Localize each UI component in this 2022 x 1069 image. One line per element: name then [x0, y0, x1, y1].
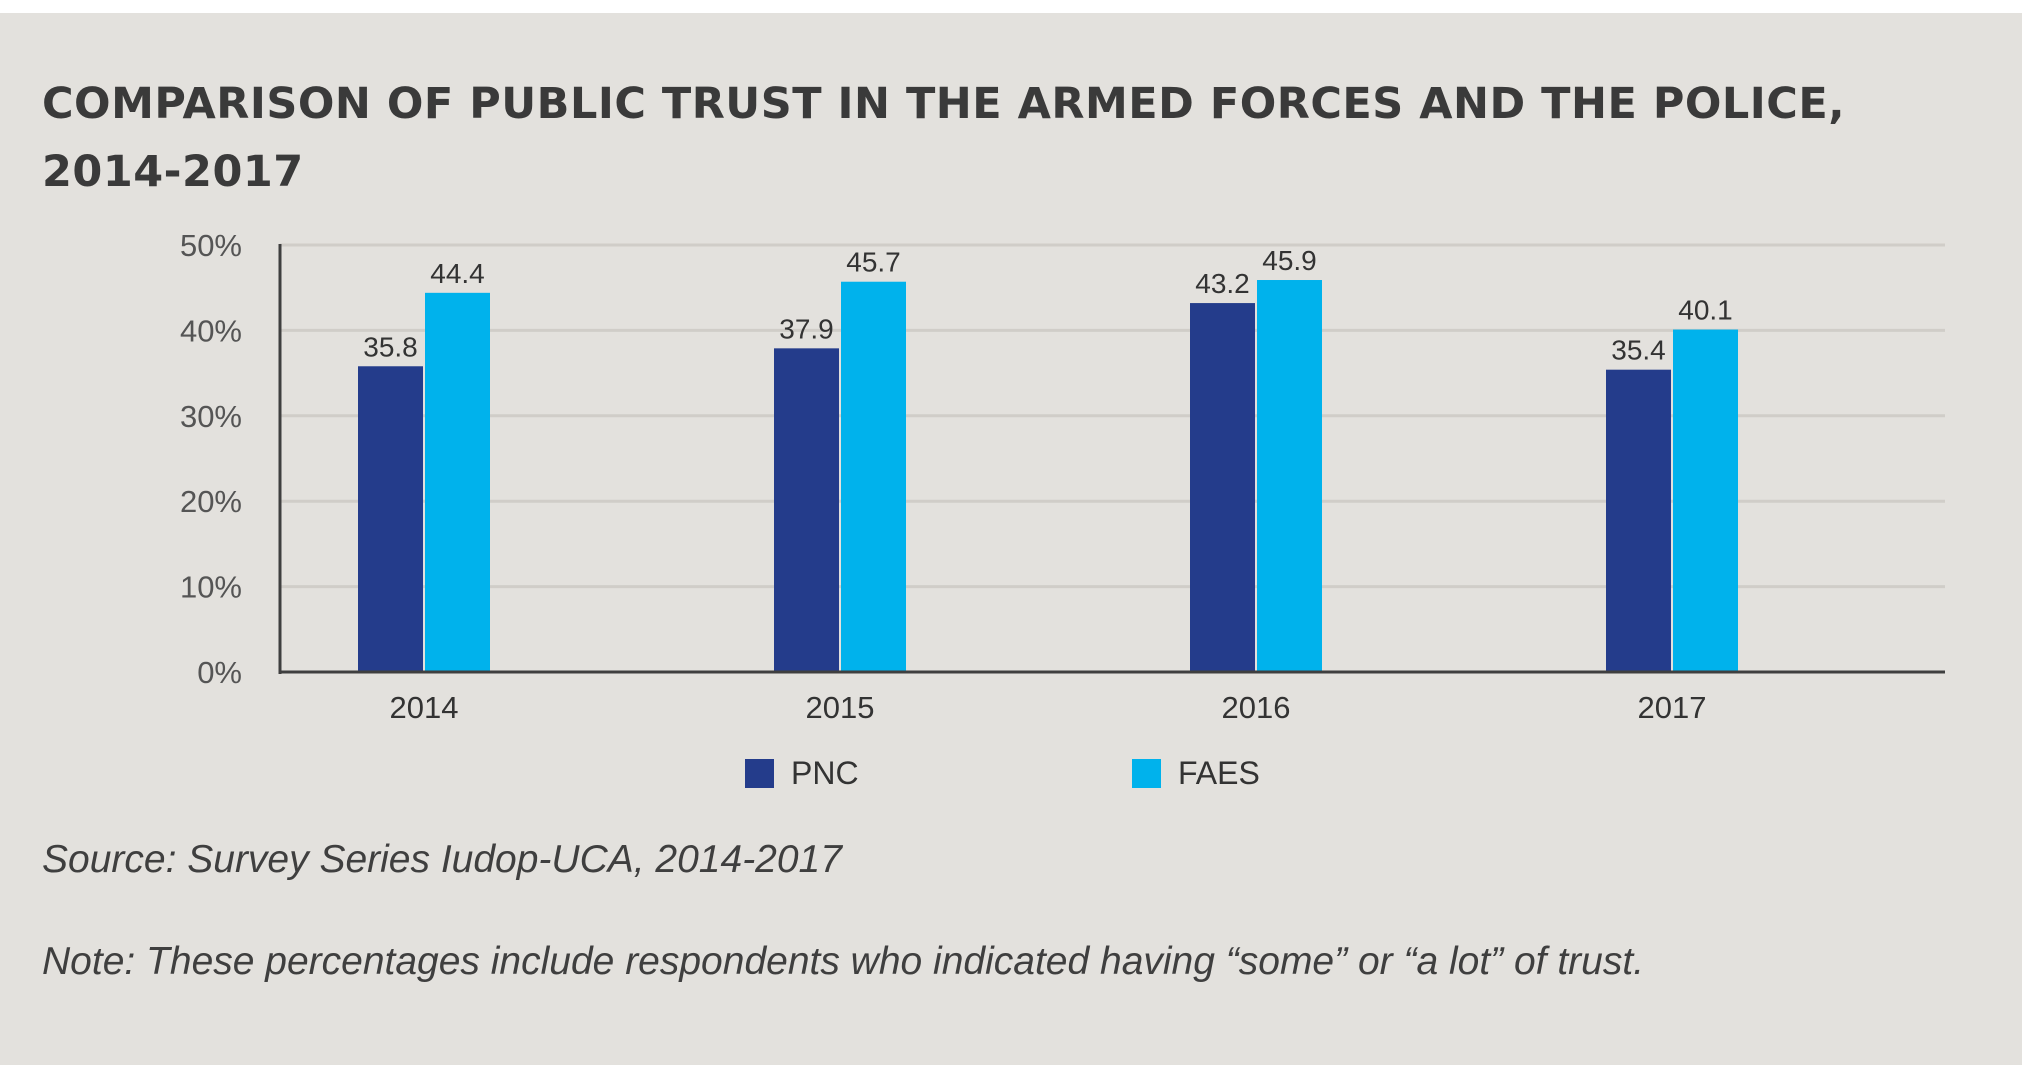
legend-label-pnc: PNC	[791, 755, 859, 791]
x-tick-label: 2017	[1638, 690, 1707, 725]
bar-faes-2015	[841, 281, 906, 672]
y-tick-label: 40%	[180, 313, 242, 348]
x-tick-label: 2016	[1222, 690, 1291, 725]
data-label: 37.9	[779, 313, 834, 344]
data-label: 45.9	[1262, 245, 1317, 276]
data-label: 45.7	[846, 247, 901, 278]
x-tick-label: 2015	[806, 690, 875, 725]
bar-pnc-2017	[1606, 369, 1671, 672]
bar-faes-2016	[1257, 280, 1322, 672]
source-note: Source: Survey Series Iudop-UCA, 2014-20…	[42, 838, 842, 881]
bar-pnc-2015	[774, 348, 839, 672]
y-tick-label: 30%	[180, 399, 242, 434]
y-tick-label: 50%	[180, 228, 242, 263]
legend-label-faes: FAES	[1178, 755, 1260, 791]
x-tick-label: 2014	[390, 690, 459, 725]
bar-faes-2014	[425, 292, 490, 672]
y-tick-label: 0%	[197, 655, 242, 690]
chart-title: COMPARISON OF PUBLIC TRUST IN THE ARMED …	[42, 79, 1846, 197]
data-label: 35.8	[363, 331, 418, 362]
bar-pnc-2016	[1190, 303, 1255, 672]
y-tick-label: 20%	[180, 484, 242, 519]
bar-pnc-2014	[358, 366, 423, 672]
data-label: 43.2	[1195, 268, 1250, 299]
legend-swatch-pnc	[745, 759, 774, 788]
data-label: 40.1	[1678, 295, 1733, 326]
y-tick-label: 10%	[180, 570, 242, 605]
data-label: 35.4	[1611, 335, 1666, 366]
bar-faes-2017	[1673, 329, 1738, 672]
legend-swatch-faes	[1132, 759, 1161, 788]
footnote: Note: These percentages include responde…	[42, 940, 1645, 983]
data-label: 44.4	[430, 258, 485, 289]
